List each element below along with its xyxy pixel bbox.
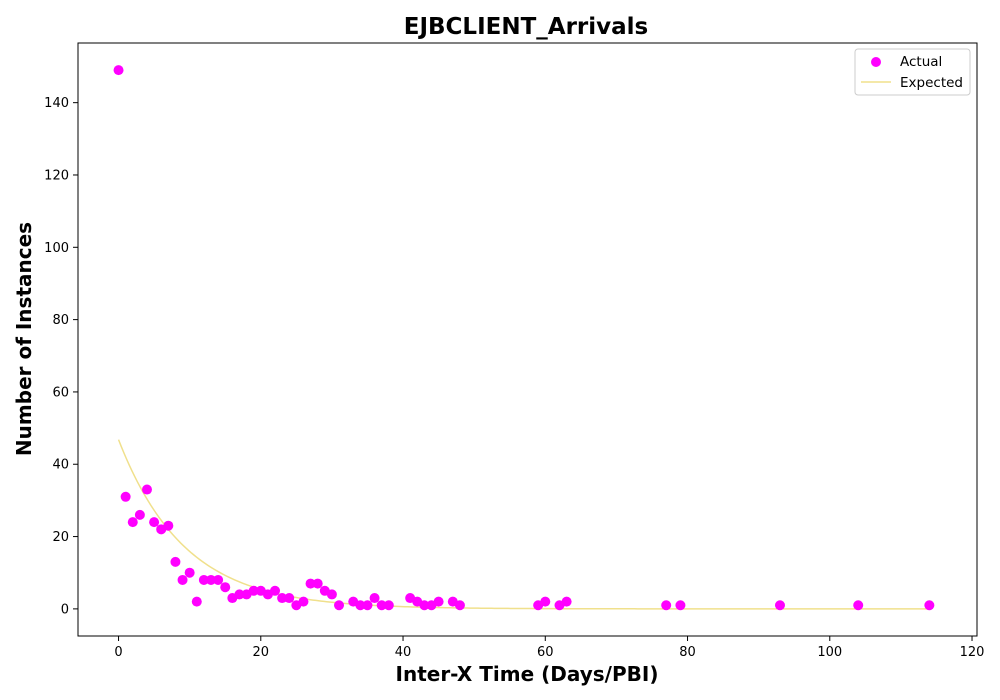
x-tick-label: 20 bbox=[253, 645, 270, 660]
actual-point bbox=[433, 596, 444, 607]
actual-point bbox=[277, 593, 288, 604]
actual-point bbox=[163, 520, 174, 531]
x-tick-label: 80 bbox=[679, 645, 696, 660]
x-tick-label: 60 bbox=[537, 645, 554, 660]
y-tick-label: 60 bbox=[52, 385, 69, 400]
actual-point bbox=[184, 567, 195, 578]
actual-point bbox=[298, 596, 309, 607]
actual-point bbox=[383, 600, 394, 611]
actual-point bbox=[540, 596, 551, 607]
actual-point bbox=[419, 600, 430, 611]
actual-point bbox=[206, 574, 216, 585]
actual-point bbox=[312, 578, 323, 589]
actual-point bbox=[220, 582, 231, 593]
y-tick-label: 20 bbox=[52, 530, 69, 545]
actual-point bbox=[675, 600, 686, 611]
actual-point bbox=[924, 600, 935, 611]
y-axis-label: Number of Instances bbox=[12, 222, 36, 456]
actual-point bbox=[113, 65, 124, 76]
actual-point bbox=[284, 593, 295, 604]
actual-point bbox=[326, 589, 337, 600]
actual-point bbox=[454, 600, 465, 611]
plot-area bbox=[113, 65, 935, 611]
actual-point bbox=[120, 491, 131, 502]
actual-point bbox=[213, 574, 224, 585]
actual-point bbox=[362, 600, 373, 611]
y-tick-label: 100 bbox=[44, 241, 69, 256]
y-axis: 0 20 40 60 80 100 120 140 bbox=[44, 96, 78, 617]
actual-point bbox=[149, 517, 160, 528]
actual-point bbox=[305, 578, 316, 589]
y-tick-label: 80 bbox=[52, 313, 69, 328]
actual-point bbox=[376, 600, 387, 611]
legend-actual-label: Actual bbox=[900, 54, 942, 70]
actual-point bbox=[191, 596, 202, 607]
actual-point bbox=[234, 589, 245, 600]
actual-point bbox=[369, 593, 380, 604]
actual-point bbox=[248, 585, 259, 596]
actual-point bbox=[774, 600, 785, 611]
chart-title: EJBCLIENT_Arrivals bbox=[404, 14, 649, 40]
actual-point bbox=[198, 574, 209, 585]
actual-point bbox=[270, 585, 281, 596]
x-axis-label: Inter-X Time (Days/PBI) bbox=[396, 662, 659, 686]
y-tick-label: 140 bbox=[44, 96, 69, 111]
actual-point bbox=[661, 600, 672, 611]
actual-point bbox=[334, 600, 345, 611]
actual-point bbox=[355, 600, 366, 611]
legend-box bbox=[854, 48, 971, 96]
actual-point bbox=[127, 517, 138, 528]
actual-point bbox=[134, 509, 145, 520]
x-axis: 0 20 40 60 80 100 120 bbox=[114, 636, 984, 660]
legend: Actual Expected bbox=[854, 48, 971, 96]
x-tick-label: 120 bbox=[960, 645, 985, 660]
x-tick-label: 0 bbox=[114, 645, 122, 660]
actual-point bbox=[141, 484, 152, 495]
actual-point bbox=[561, 596, 572, 607]
expected-curve bbox=[117, 439, 930, 610]
actual-point bbox=[177, 574, 188, 585]
x-tick-label: 100 bbox=[817, 645, 842, 660]
legend-expected-label: Expected bbox=[900, 75, 963, 91]
actual-point bbox=[170, 556, 181, 567]
actual-point bbox=[853, 600, 864, 611]
y-tick-label: 0 bbox=[61, 602, 69, 617]
y-tick-label: 120 bbox=[44, 168, 69, 183]
plot-frame bbox=[77, 42, 978, 637]
x-tick-label: 40 bbox=[395, 645, 412, 660]
y-tick-label: 40 bbox=[52, 458, 69, 473]
legend-actual-marker bbox=[871, 57, 881, 67]
